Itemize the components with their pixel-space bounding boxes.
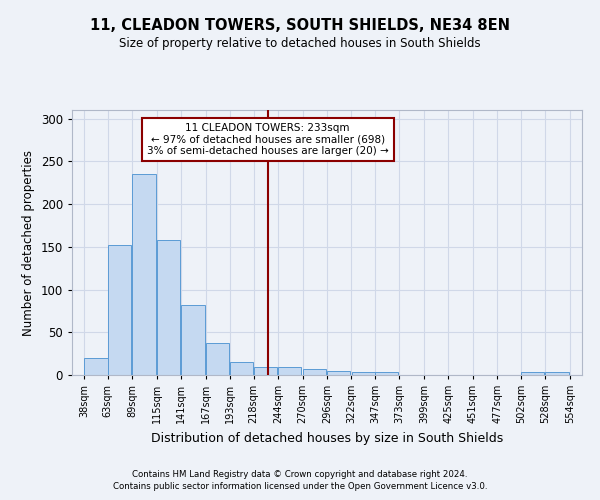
Bar — [85, 358, 107, 375]
Bar — [278, 368, 301, 375]
Bar — [254, 368, 277, 375]
Bar — [230, 362, 253, 375]
Bar — [133, 174, 155, 375]
Text: Size of property relative to detached houses in South Shields: Size of property relative to detached ho… — [119, 38, 481, 51]
Bar — [302, 369, 326, 375]
Bar — [375, 372, 398, 375]
Bar — [545, 372, 569, 375]
Text: Contains HM Land Registry data © Crown copyright and database right 2024.: Contains HM Land Registry data © Crown c… — [132, 470, 468, 479]
Bar — [352, 372, 375, 375]
Bar — [157, 240, 180, 375]
Text: 11, CLEADON TOWERS, SOUTH SHIELDS, NE34 8EN: 11, CLEADON TOWERS, SOUTH SHIELDS, NE34 … — [90, 18, 510, 32]
Bar — [327, 370, 350, 375]
Bar — [521, 372, 544, 375]
Text: 11 CLEADON TOWERS: 233sqm
← 97% of detached houses are smaller (698)
3% of semi-: 11 CLEADON TOWERS: 233sqm ← 97% of detac… — [147, 123, 389, 156]
Bar — [108, 245, 131, 375]
Text: Contains public sector information licensed under the Open Government Licence v3: Contains public sector information licen… — [113, 482, 487, 491]
Bar — [206, 344, 229, 375]
Y-axis label: Number of detached properties: Number of detached properties — [22, 150, 35, 336]
Bar — [181, 305, 205, 375]
X-axis label: Distribution of detached houses by size in South Shields: Distribution of detached houses by size … — [151, 432, 503, 444]
